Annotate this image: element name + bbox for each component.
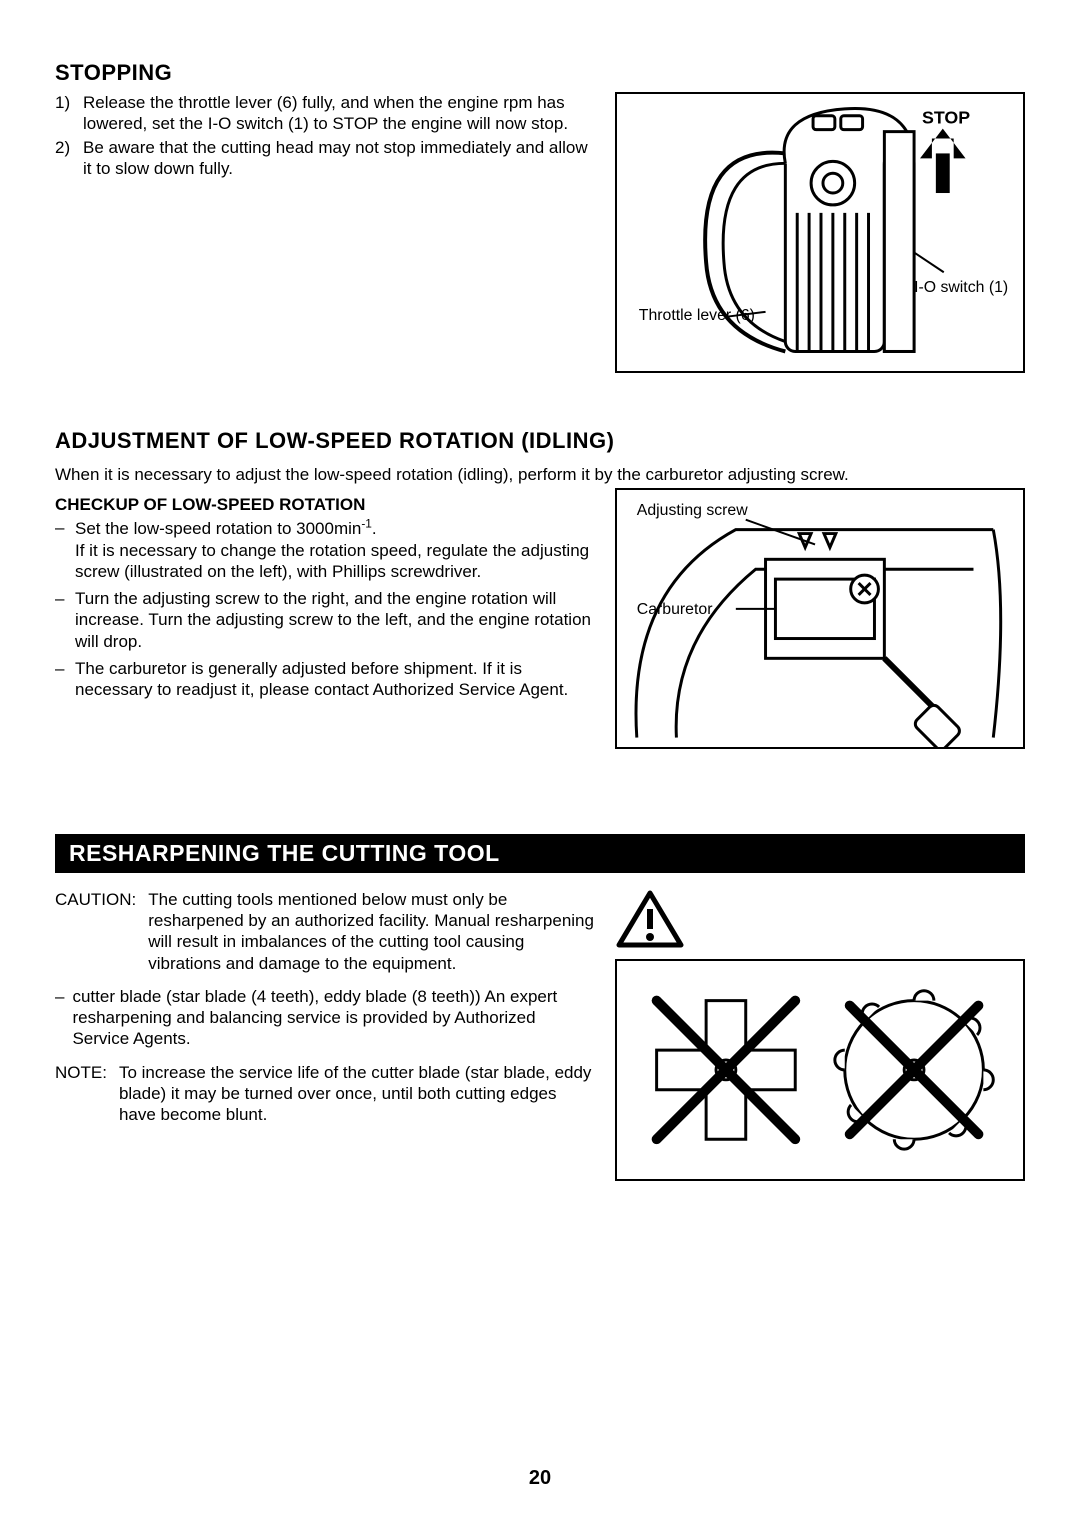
carburetor-diagram-svg: Adjusting screw Carburetor bbox=[615, 488, 1025, 749]
manual-page: STOPPING 1) Release the throttle lever (… bbox=[0, 0, 1080, 1530]
stopping-text: 1) Release the throttle lever (6) fully,… bbox=[55, 92, 595, 181]
dash-marker: – bbox=[55, 986, 64, 1050]
resharpening-dash-item: – cutter blade (star blade (4 teeth), ed… bbox=[55, 986, 595, 1050]
adjustment-text: CHECKUP OF LOW-SPEED ROTATION – Set the … bbox=[55, 488, 595, 707]
carburetor-label: Carburetor bbox=[637, 600, 713, 617]
adjustment-intro: When it is necessary to adjust the low-s… bbox=[55, 464, 1025, 485]
list-text: Turn the adjusting screw to the right, a… bbox=[75, 589, 591, 651]
list-text: Be aware that the cutting head may not s… bbox=[83, 138, 588, 178]
io-switch-label: I-O switch (1) bbox=[914, 279, 1008, 296]
caution-block: CAUTION: The cutting tools mentioned bel… bbox=[55, 889, 595, 974]
resharpening-banner: RESHARPENING THE CUTTING TOOL bbox=[55, 834, 1025, 873]
list-text: Release the throttle lever (6) fully, an… bbox=[83, 93, 568, 133]
note-block: NOTE: To increase the service life of th… bbox=[55, 1062, 595, 1126]
caution-label: CAUTION: bbox=[55, 889, 142, 974]
stopping-list: 1) Release the throttle lever (6) fully,… bbox=[55, 92, 595, 179]
note-text: To increase the service life of the cutt… bbox=[119, 1062, 595, 1126]
note-label: NOTE: bbox=[55, 1062, 113, 1126]
list-number: 2) bbox=[55, 137, 70, 158]
throttle-diagram-svg: STOP I-O switch (1) Throttle lever (6) bbox=[615, 92, 1025, 373]
stopping-item-1: 1) Release the throttle lever (6) fully,… bbox=[83, 92, 595, 135]
adjusting-screw-label: Adjusting screw bbox=[637, 501, 748, 518]
warning-icon bbox=[615, 889, 685, 949]
dash-marker: – bbox=[55, 517, 64, 538]
page-number: 20 bbox=[0, 1467, 1080, 1490]
list-text: Set the low-speed rotation to 3000min-1.… bbox=[75, 519, 589, 581]
stopping-heading: STOPPING bbox=[55, 60, 1025, 86]
throttle-lever-label: Throttle lever (6) bbox=[639, 307, 755, 324]
stopping-item-2: 2) Be aware that the cutting head may no… bbox=[83, 137, 595, 180]
caution-text: The cutting tools mentioned below must o… bbox=[148, 889, 595, 974]
blades-diagram-svg bbox=[615, 959, 1025, 1181]
stop-label: STOP bbox=[922, 108, 970, 128]
carburetor-diagram: Adjusting screw Carburetor bbox=[615, 488, 1025, 754]
dash-marker: – bbox=[55, 658, 64, 679]
adjustment-item-1: – Set the low-speed rotation to 3000min-… bbox=[75, 517, 595, 582]
resharpening-figures bbox=[615, 889, 1025, 1186]
dash-marker: – bbox=[55, 588, 64, 609]
adjustment-row: CHECKUP OF LOW-SPEED ROTATION – Set the … bbox=[55, 488, 1025, 754]
checkup-subheading: CHECKUP OF LOW-SPEED ROTATION bbox=[55, 494, 595, 515]
resharpening-row: CAUTION: The cutting tools mentioned bel… bbox=[55, 889, 1025, 1186]
adjustment-list: – Set the low-speed rotation to 3000min-… bbox=[55, 517, 595, 701]
list-number: 1) bbox=[55, 92, 70, 113]
adjustment-heading: ADJUSTMENT OF LOW-SPEED ROTATION (IDLING… bbox=[55, 428, 1025, 454]
resharpening-text: CAUTION: The cutting tools mentioned bel… bbox=[55, 889, 595, 1126]
stopping-diagram: STOP I-O switch (1) Throttle lever (6) bbox=[615, 92, 1025, 378]
adjustment-item-2: – Turn the adjusting screw to the right,… bbox=[75, 588, 595, 652]
dash-text: cutter blade (star blade (4 teeth), eddy… bbox=[72, 986, 595, 1050]
list-text: The carburetor is generally adjusted bef… bbox=[75, 659, 568, 699]
adjustment-item-3: – The carburetor is generally adjusted b… bbox=[75, 658, 595, 701]
stopping-row: 1) Release the throttle lever (6) fully,… bbox=[55, 92, 1025, 378]
